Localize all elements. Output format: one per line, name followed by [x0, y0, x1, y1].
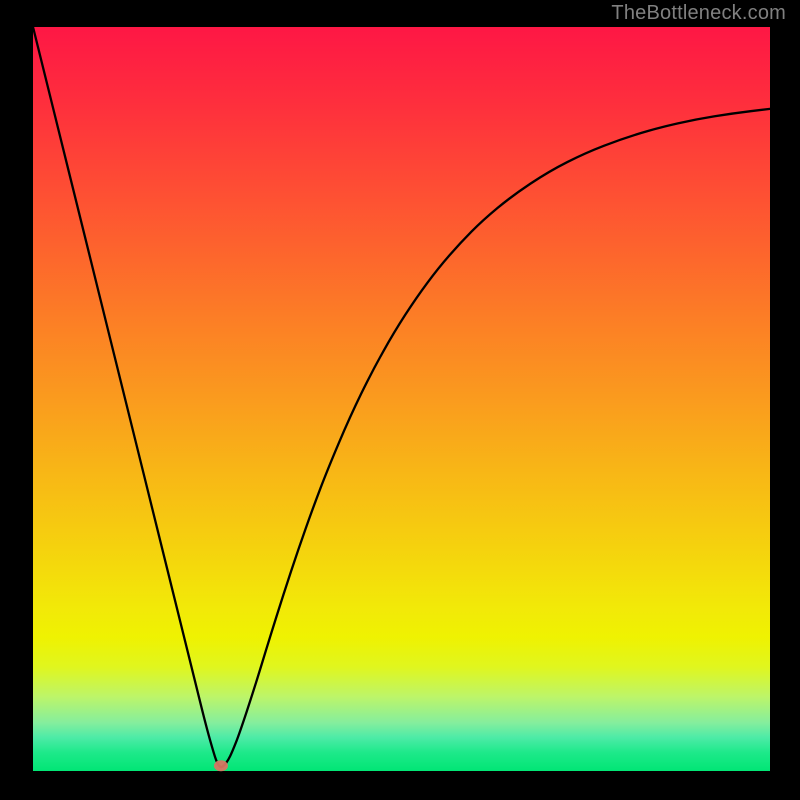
chart-container: TheBottleneck.com [0, 0, 800, 800]
bottleneck-chart [0, 0, 800, 800]
optimal-point-marker [214, 760, 228, 771]
chart-background-gradient [33, 27, 770, 771]
watermark-text: TheBottleneck.com [611, 2, 786, 25]
